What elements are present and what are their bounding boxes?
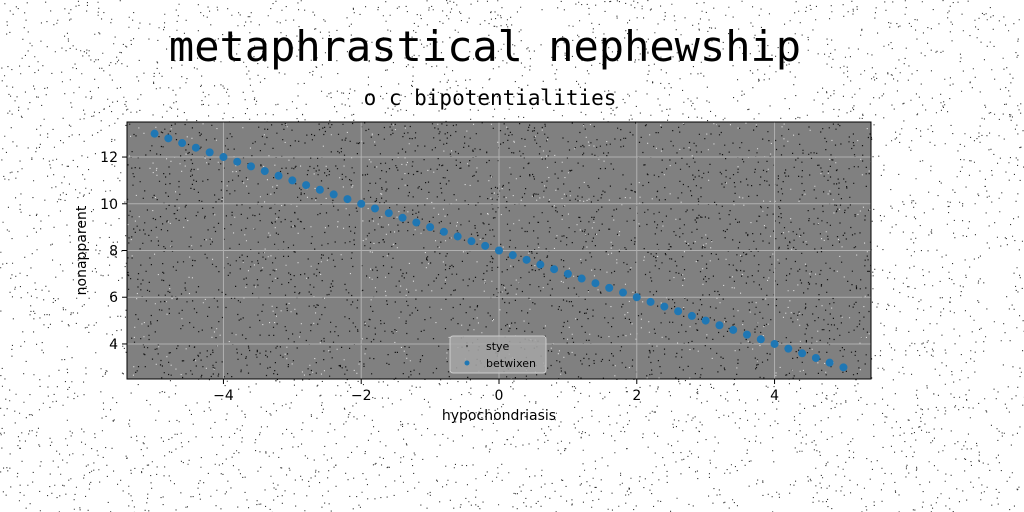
- data-point: [674, 307, 683, 316]
- y-tick-label: 10: [100, 197, 118, 213]
- data-point: [591, 279, 600, 288]
- data-point: [467, 237, 476, 246]
- data-point: [453, 232, 462, 241]
- y-axis-label: nonapparent: [74, 205, 90, 295]
- data-point: [426, 223, 435, 232]
- data-point: [632, 293, 641, 302]
- data-point: [343, 195, 352, 204]
- data-point: [605, 283, 614, 292]
- x-tick-label: −2: [351, 388, 372, 404]
- data-point: [839, 363, 848, 372]
- data-point: [770, 339, 779, 348]
- data-point: [315, 185, 324, 194]
- data-point: [274, 171, 283, 180]
- data-point: [302, 181, 311, 190]
- data-point: [164, 134, 173, 143]
- betwixen-series: [150, 129, 848, 372]
- data-point: [522, 255, 531, 264]
- legend-label-betwixen: betwixen: [486, 357, 536, 370]
- data-point: [481, 241, 490, 250]
- legend-box: [449, 335, 547, 374]
- y-axis: 4 6 8 10 12: [100, 150, 127, 353]
- y-tick-label: 4: [109, 337, 118, 353]
- legend-marker-stye: [466, 345, 468, 347]
- data-point: [687, 311, 696, 320]
- data-point: [508, 251, 517, 260]
- data-point: [412, 218, 421, 227]
- data-point: [384, 209, 393, 218]
- data-point: [371, 204, 379, 213]
- data-point: [811, 353, 820, 362]
- chart-title: metaphrastical nephewship: [168, 22, 802, 71]
- x-tick-label: −4: [213, 388, 234, 404]
- data-point: [646, 297, 655, 306]
- y-tick-label: 6: [109, 290, 118, 306]
- legend-label-stye: stye: [486, 340, 510, 353]
- x-tick-label: 4: [770, 388, 779, 404]
- data-point: [495, 246, 503, 255]
- data-point: [660, 302, 669, 311]
- data-point: [756, 335, 765, 344]
- data-point: [260, 167, 269, 176]
- data-point: [439, 227, 448, 236]
- data-point: [701, 316, 710, 325]
- legend-marker-betwixen: [464, 360, 470, 366]
- data-point: [178, 139, 187, 148]
- data-point: [550, 265, 559, 274]
- y-tick-label: 8: [109, 244, 118, 260]
- x-axis: −4 −2 0 2 4: [213, 379, 779, 404]
- data-point: [233, 157, 242, 166]
- chart-subtitle: o c bipotentialities: [363, 86, 617, 110]
- data-point: [798, 349, 807, 358]
- data-point: [329, 190, 338, 199]
- data-point: [563, 269, 572, 278]
- data-point: [191, 143, 200, 152]
- x-tick-label: 2: [632, 388, 641, 404]
- y-tick-label: 12: [100, 150, 118, 166]
- data-point: [357, 199, 366, 208]
- data-point: [619, 288, 627, 297]
- data-point: [743, 330, 751, 339]
- legend: stye betwixen: [449, 335, 547, 374]
- data-point: [784, 344, 793, 353]
- x-tick-label: 0: [495, 388, 504, 404]
- data-point: [825, 358, 834, 367]
- data-point: [715, 321, 724, 330]
- data-point: [247, 162, 255, 171]
- data-point: [729, 325, 738, 334]
- data-point: [219, 153, 228, 162]
- data-point: [536, 260, 545, 269]
- data-point: [205, 148, 214, 157]
- data-point: [398, 213, 407, 222]
- data-point: [150, 129, 159, 138]
- data-point: [288, 176, 297, 185]
- x-axis-label: hypochondriasis: [442, 408, 556, 424]
- data-point: [577, 274, 586, 283]
